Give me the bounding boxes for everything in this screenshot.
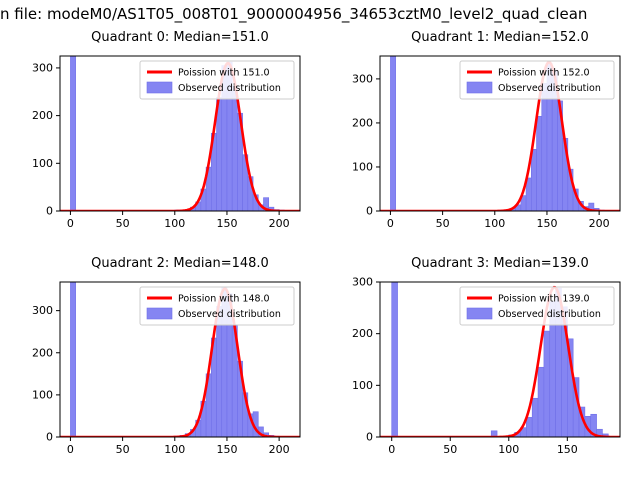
histogram-bar: [541, 82, 548, 211]
subplot-quadrant-1: Quadrant 1: Median=152.0 0 50 100 150 200 0 10…: [320, 28, 640, 254]
histogram-bar: [391, 282, 398, 437]
x-tick-label: 150: [536, 217, 557, 230]
histogram-bar: [537, 366, 545, 437]
x-tick-label: 100: [164, 217, 185, 230]
plot-area-quadrant-0: 0 50 100 150 200 0 100 200 300 Poission with 151.…: [32, 55, 301, 230]
y-axis-ticks: 0 100 200 300: [32, 304, 60, 444]
legend-hist-swatch: [146, 81, 173, 94]
legend-hist-swatch: [466, 307, 493, 320]
x-tick-label: 50: [436, 217, 450, 230]
legend: Poission with 151.0 Observed distribution: [139, 60, 295, 100]
x-tick-label: 150: [216, 217, 237, 230]
legend: Poission with 139.0 Observed distribution: [459, 286, 615, 326]
y-axis-ticks: 0 100 200 300: [32, 61, 60, 218]
x-tick-label: 150: [557, 443, 578, 456]
x-tick-label: 150: [216, 443, 237, 456]
x-tick-label: 100: [164, 443, 185, 456]
subplot-title-quadrant-1: Quadrant 1: Median=152.0: [411, 30, 589, 45]
y-tick-label: 200: [352, 327, 373, 340]
x-tick-label: 200: [269, 443, 290, 456]
axes-spines: [59, 281, 301, 438]
subplot-title-quadrant-0: Quadrant 0: Median=151.0: [91, 30, 269, 45]
x-tick-label: 50: [116, 217, 130, 230]
legend-label-observed: Observed distribution: [498, 309, 601, 320]
plot-area-quadrant-2: 0 50 100 150 200 0 100 200 300 Poission with 148.…: [32, 281, 301, 456]
x-tick-label: 200: [269, 217, 290, 230]
axes-spines: [379, 281, 621, 438]
x-axis-ticks: 0 50 100 150 200: [387, 211, 610, 230]
legend-label-observed: Observed distribution: [178, 83, 281, 94]
histogram-bar: [70, 56, 76, 211]
y-tick-label: 200: [352, 116, 373, 129]
histogram-bar: [596, 428, 603, 437]
x-tick-label: 0: [67, 443, 74, 456]
legend: Poission with 148.0 Observed distribution: [139, 286, 295, 326]
y-tick-label: 300: [32, 61, 53, 74]
y-axis-ticks: 0 100 200 300: [352, 276, 380, 444]
histogram-bar: [590, 413, 597, 437]
histogram-bar: [531, 149, 537, 211]
y-tick-label: 100: [32, 157, 53, 170]
y-tick-label: 100: [352, 160, 373, 173]
x-tick-label: 100: [498, 443, 519, 456]
y-axis-ticks: 0 100 200 300: [352, 72, 380, 218]
x-tick-label: 50: [116, 443, 130, 456]
y-tick-label: 100: [32, 388, 53, 401]
y-tick-label: 0: [46, 431, 53, 444]
x-tick-label: 0: [387, 217, 394, 230]
y-tick-label: 0: [46, 205, 53, 218]
histogram-bar: [390, 56, 396, 211]
y-tick-label: 300: [352, 72, 373, 85]
y-tick-label: 0: [366, 431, 373, 444]
y-tick-label: 200: [32, 109, 53, 122]
histogram-bar: [490, 430, 498, 437]
histogram-bar: [526, 417, 533, 437]
x-tick-label: 0: [388, 443, 395, 456]
legend-hist-swatch: [466, 81, 493, 94]
x-axis-ticks: 0 50 100 150 200: [67, 211, 290, 230]
subplot-grid: Quadrant 0: Median=151.0 0 50 100 150 200 0 10…: [0, 28, 640, 480]
y-tick-label: 300: [352, 276, 373, 289]
x-tick-label: 50: [443, 443, 457, 456]
histogram-bar: [216, 306, 223, 437]
x-tick-label: 0: [67, 217, 74, 230]
plot-area-quadrant-1: 0 50 100 150 200 0 100 200 300 Poission with 152.…: [352, 55, 621, 230]
histogram-bar: [543, 330, 551, 437]
y-tick-label: 300: [32, 304, 53, 317]
plot-area-quadrant-3: 0 50 100 150 0 100 200 300 Poission with 139.0 Ob…: [352, 276, 621, 456]
subplot-quadrant-2: Quadrant 2: Median=148.0 0 50 100 150 200 0 10…: [0, 254, 320, 480]
x-tick-label: 100: [484, 217, 505, 230]
histogram-bar: [531, 397, 539, 437]
legend-hist-swatch: [146, 307, 173, 320]
axes-spines: [379, 55, 621, 212]
x-axis-ticks: 0 50 100 150 200: [67, 437, 290, 456]
histogram-bars: [390, 56, 605, 211]
subplot-quadrant-0: Quadrant 0: Median=151.0 0 50 100 150 200 0 10…: [0, 28, 320, 254]
legend: Poission with 152.0 Observed distribution: [459, 60, 615, 100]
legend-label-fit: Poission with 148.0: [178, 294, 270, 305]
histogram-bar: [536, 116, 543, 211]
legend-label-fit: Poission with 152.0: [498, 68, 590, 79]
histogram-bar: [70, 282, 76, 437]
subplot-quadrant-3: Quadrant 3: Median=139.0 0 50 100 150 0 100 20…: [320, 254, 640, 480]
subplot-title-quadrant-2: Quadrant 2: Median=148.0: [91, 256, 269, 271]
histogram-bar: [588, 202, 595, 211]
legend-label-observed: Observed distribution: [178, 309, 281, 320]
legend-label-observed: Observed distribution: [498, 83, 601, 94]
y-tick-label: 100: [352, 379, 373, 392]
axes-spines: [59, 55, 301, 212]
legend-label-fit: Poission with 139.0: [498, 294, 590, 305]
x-axis-ticks: 0 50 100 150: [388, 437, 578, 456]
y-tick-label: 200: [32, 346, 53, 359]
x-tick-label: 200: [589, 217, 610, 230]
figure-title: n file: modeM0/AS1T05_008T01_9000004956_…: [0, 5, 588, 23]
legend-label-fit: Poission with 151.0: [178, 68, 270, 79]
subplot-title-quadrant-3: Quadrant 3: Median=139.0: [411, 256, 589, 271]
histogram-bar: [231, 85, 238, 211]
y-tick-label: 0: [366, 205, 373, 218]
